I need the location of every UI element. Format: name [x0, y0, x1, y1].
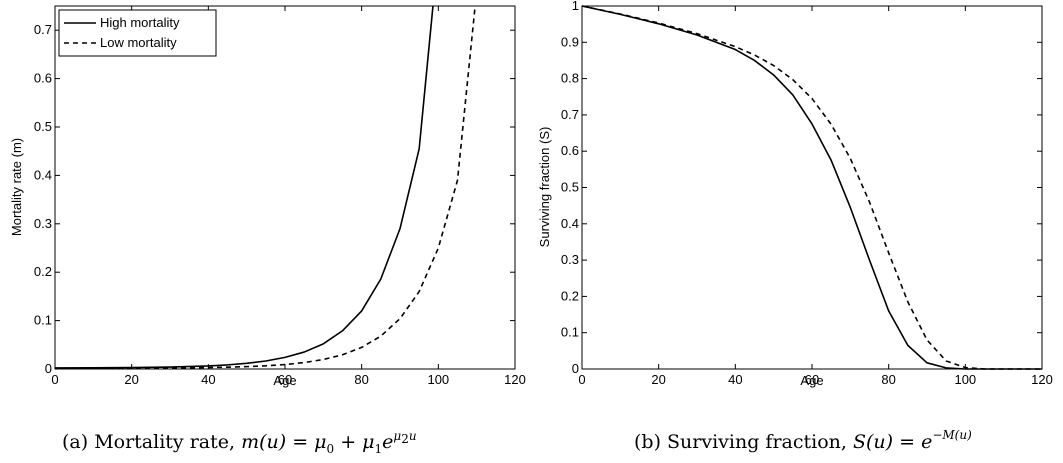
caption-a-prefix: (a) Mortality rate, — [62, 431, 241, 453]
x-tick-label: 100 — [427, 372, 449, 387]
legend-a: High mortality Low mortality — [58, 9, 217, 57]
y-axis-label-b: Surviving fraction (S) — [537, 127, 552, 248]
y-tick-label: 0.3 — [561, 252, 579, 267]
y-tick-label: 0.8 — [561, 71, 579, 86]
x-tick-label: 120 — [504, 372, 526, 387]
caption-a: (a) Mortality rate, m(u) = μ0 + μ1eμ2u — [62, 429, 417, 456]
ticks-a: 0 20 40 60 80 100 120 0 0.1 0.2 0.3 0.4 0.5 0.6 0.7 — [34, 6, 526, 387]
solid-series-line — [581, 5, 1042, 370]
y-tick-label: 0.9 — [561, 34, 579, 49]
y-tick-label: 0.2 — [561, 288, 579, 303]
plot-area-b — [581, 5, 1043, 370]
y-tick-label: 0 — [45, 361, 52, 376]
legend-label-low: Low mortality — [100, 35, 177, 50]
legend-box-a — [58, 9, 217, 57]
caption-a-sub1: 1 — [375, 442, 383, 456]
caption-a-sup-sub2: 2 — [401, 432, 409, 446]
y-tick-label: 0.1 — [34, 313, 52, 328]
x-tick-label: 80 — [354, 372, 368, 387]
caption-b-prefix: (b) Surviving fraction, — [634, 431, 853, 453]
y-tick-label: 0.5 — [561, 180, 579, 195]
x-tick-label: 40 — [201, 372, 215, 387]
y-tick-label: 0.1 — [561, 325, 579, 340]
x-tick-label: 120 — [1031, 372, 1053, 387]
caption-a-mu1: μ — [362, 431, 374, 453]
y-tick-label: 1 — [572, 0, 579, 13]
caption-a-m-u: m(u) — [241, 431, 286, 453]
y-axis-label-a: Mortality rate (m) — [9, 138, 24, 236]
y-tick-label: 0 — [572, 361, 579, 376]
caption-b-eq: = — [893, 431, 921, 453]
y-tick-label: 0.6 — [34, 71, 52, 86]
x-tick-label: 80 — [881, 372, 895, 387]
solid-series-line — [54, 5, 434, 369]
caption-a-sup-mu: μ — [393, 429, 401, 443]
y-tick-label: 0.4 — [34, 167, 52, 182]
y-tick-label: 0.6 — [561, 143, 579, 158]
x-tick-label: 20 — [124, 372, 138, 387]
x-tick-label: 0 — [578, 372, 585, 387]
series-lines-a — [54, 5, 476, 370]
series-lines-b — [581, 5, 1042, 370]
caption-a-mu0: μ — [314, 431, 326, 453]
legend-label-high: High mortality — [100, 15, 180, 30]
y-tick-label: 0.7 — [34, 22, 52, 37]
caption-b: (b) Surviving fraction, S(u) = e−M(u) — [634, 428, 972, 453]
caption-b-sup: −M(u) — [932, 428, 972, 442]
x-tick-label: 0 — [51, 372, 58, 387]
caption-a-sup-u: u — [409, 429, 417, 443]
caption-a-sub0: 0 — [327, 442, 335, 456]
y-tick-label: 0.7 — [561, 107, 579, 122]
y-tick-label: 0.5 — [34, 119, 52, 134]
x-tick-label: 40 — [728, 372, 742, 387]
y-tick-label: 0.2 — [34, 264, 52, 279]
x-axis-label-b: Age — [800, 373, 823, 388]
dashed-series-line — [54, 5, 476, 370]
x-tick-label: 100 — [954, 372, 976, 387]
caption-a-plus: + — [334, 431, 362, 453]
y-tick-label: 0.3 — [34, 216, 52, 231]
y-tick-label: 0.4 — [561, 216, 579, 231]
x-axis-label-a: Age — [273, 373, 296, 388]
plot-area-a — [54, 5, 516, 370]
x-tick-label: 60 — [805, 372, 819, 387]
x-tick-label: 20 — [651, 372, 665, 387]
x-tick-label: 60 — [278, 372, 292, 387]
surviving-fraction-chart: 0 20 40 60 80 100 120 0 0.1 0.2 0.3 0.4 0.5 0.6 0.7 0.8… — [537, 0, 1053, 453]
caption-b-e: e — [921, 431, 932, 453]
caption-a-eq: = — [286, 431, 314, 453]
caption-a-e: e — [382, 431, 393, 453]
caption-b-s-u: S(u) — [853, 431, 893, 453]
